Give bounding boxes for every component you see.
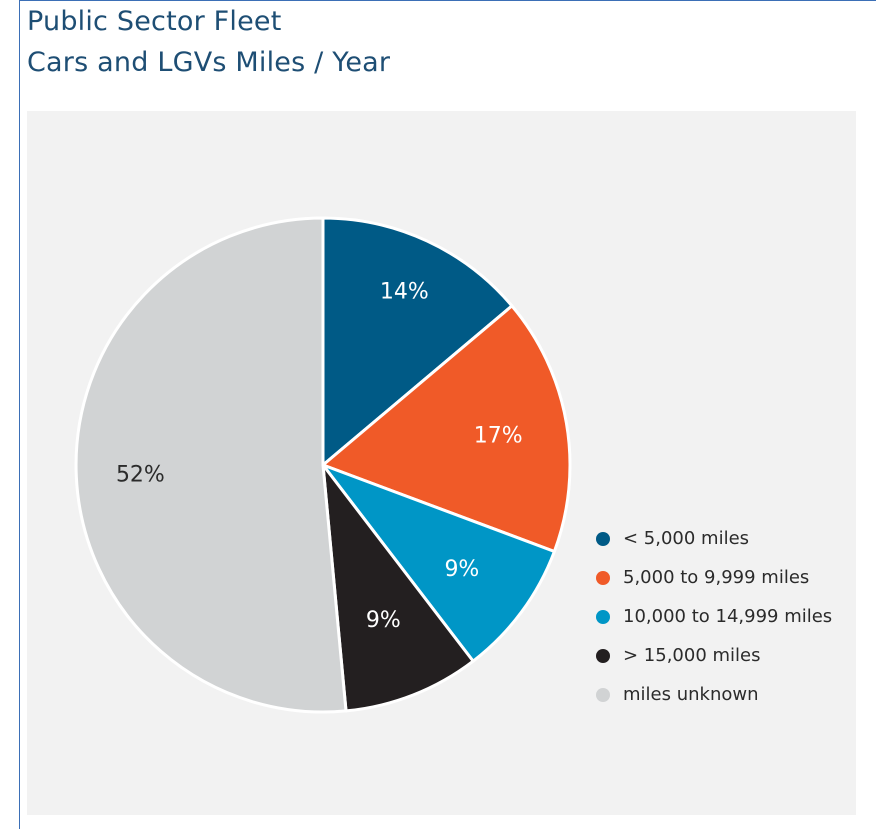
pie-slice-0 bbox=[321, 216, 514, 467]
pie-slice-label-4: 52% bbox=[116, 463, 165, 488]
legend-swatch-2 bbox=[596, 609, 610, 624]
legend-item-2: 10,000 to 14,999 miles bbox=[596, 597, 832, 636]
legend-item-3: > 15,000 miles bbox=[596, 636, 832, 675]
pie-slice-label-2: 9% bbox=[444, 557, 479, 582]
pie-slice-2 bbox=[321, 463, 556, 663]
pie-labels: 14% 17% 9% 9% 52% bbox=[116, 279, 523, 633]
pie-slices bbox=[74, 216, 572, 714]
pie-slice-label-3: 9% bbox=[366, 608, 401, 633]
legend-label-4: miles unknown bbox=[623, 684, 759, 705]
legend-swatch-4 bbox=[596, 687, 610, 702]
legend-swatch-1 bbox=[596, 570, 610, 585]
legend-label-2: 10,000 to 14,999 miles bbox=[623, 606, 833, 627]
pie-slice-4 bbox=[74, 216, 348, 714]
legend-label-3: > 15,000 miles bbox=[623, 645, 761, 666]
legend-item-1: 5,000 to 9,999 miles bbox=[596, 558, 832, 597]
pie-slice-3 bbox=[321, 463, 475, 713]
legend-label-1: 5,000 to 9,999 miles bbox=[623, 567, 810, 588]
legend-swatch-0 bbox=[596, 531, 610, 546]
legend-item-0: < 5,000 miles bbox=[596, 519, 832, 558]
pie-slice-label-0: 14% bbox=[380, 279, 429, 304]
chart-legend: < 5,000 miles 5,000 to 9,999 miles 10,000 … bbox=[596, 519, 832, 714]
chart-frame bbox=[19, 0, 876, 829]
legend-swatch-3 bbox=[596, 648, 610, 663]
legend-item-4: miles unknown bbox=[596, 675, 832, 714]
pie-slice-1 bbox=[321, 304, 572, 553]
pie-slice-label-1: 17% bbox=[474, 424, 523, 449]
chart-subtitle: Cars and LGVs Miles / Year bbox=[27, 47, 391, 78]
chart-title: Public Sector Fleet bbox=[27, 6, 282, 37]
legend-label-0: < 5,000 miles bbox=[623, 528, 750, 549]
